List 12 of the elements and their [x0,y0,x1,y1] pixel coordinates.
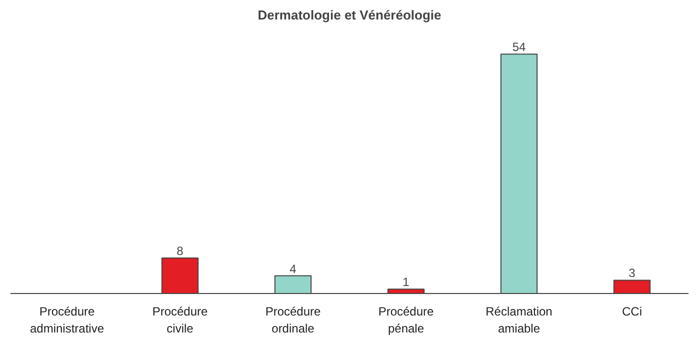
data-label: 3 [628,266,636,280]
x-tick-label: CCi [622,304,642,318]
data-label: 4 [290,262,297,276]
data-label: 1 [402,275,410,290]
chart-title: Dermatologie et Vénéréologie [258,8,442,22]
x-tick-label: Procédure civile [152,304,208,336]
x-tick-label: Procédure administrative [30,304,104,336]
data-label: 8 [176,244,184,258]
x-tick-label: Réclamation amiable [486,304,552,336]
x-tick-label: Procédure ordinale [265,304,322,336]
data-label: 54 [512,40,526,54]
x-tick-label: Procédure pénale [378,304,434,336]
